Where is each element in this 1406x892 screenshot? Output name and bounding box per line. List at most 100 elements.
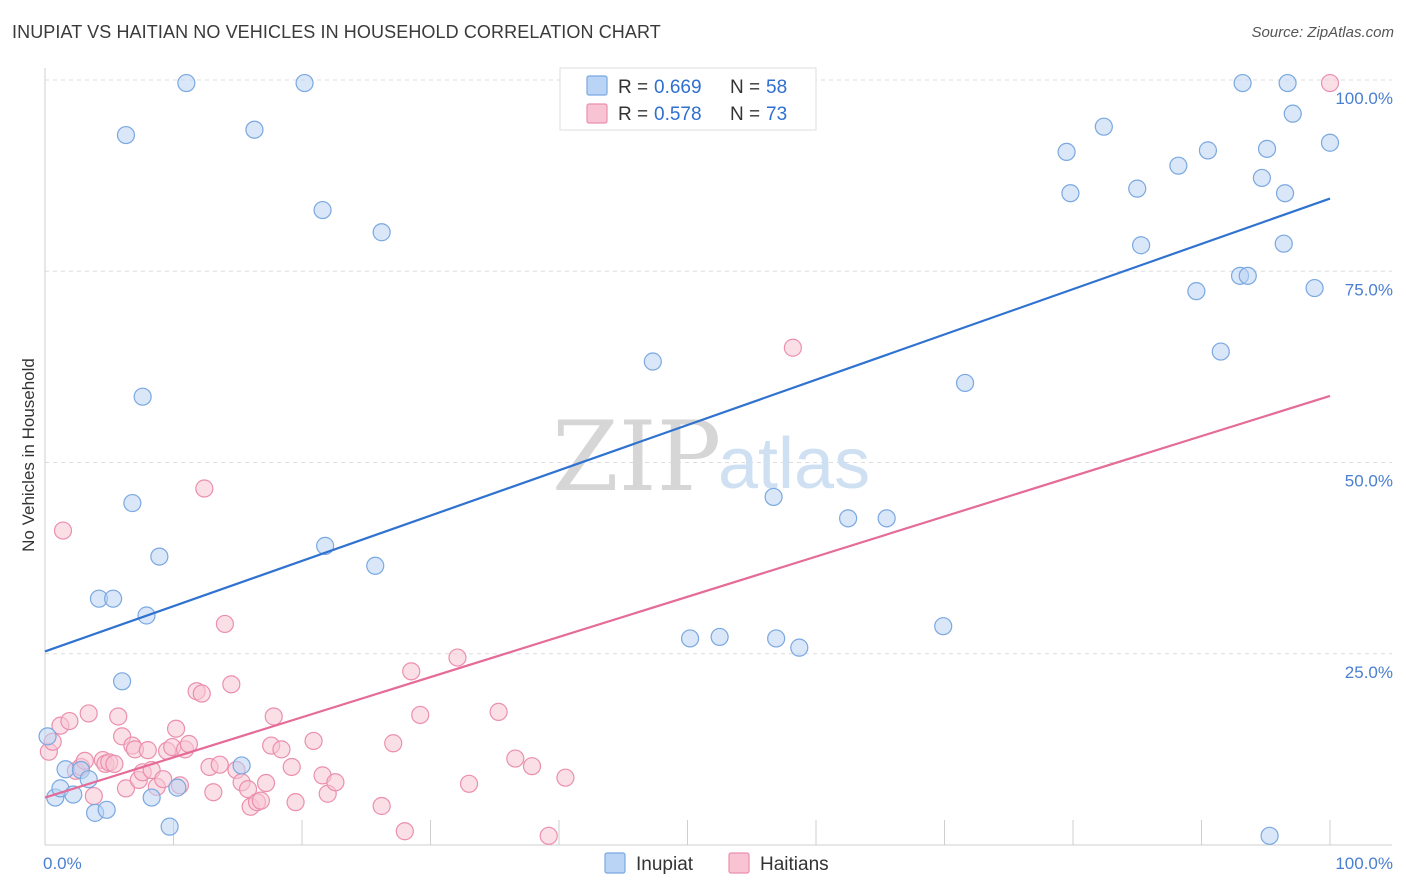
watermark-atlas: atlas <box>718 424 870 504</box>
legend-r-value-haitian: 0.578 <box>654 104 702 125</box>
y-axis-label: No Vehicles in Household <box>19 358 38 552</box>
legend-n-value-inupiat: 58 <box>766 77 787 98</box>
inupiat-point-43 <box>1169 156 1188 175</box>
inupiat-point-10 <box>104 589 123 608</box>
inupiat-point-32 <box>767 629 786 648</box>
y-tick-label-1: 50.0% <box>1345 472 1393 491</box>
haitian-point-50 <box>286 793 305 812</box>
inupiat-point-45 <box>1198 141 1218 160</box>
inupiat-point-18 <box>160 817 179 836</box>
y-tick-label-0: 25.0% <box>1345 663 1393 682</box>
haitian-point-35 <box>204 783 223 802</box>
haitian-point-68 <box>1320 73 1340 93</box>
inupiat-point-29 <box>680 629 700 648</box>
inupiat-point-14 <box>123 493 142 513</box>
inupiat-point-11 <box>112 672 132 691</box>
x-tick-labels: 0.0% 100.0% <box>43 854 1393 873</box>
inupiat-point-12 <box>116 125 136 145</box>
inupiat-point-28 <box>643 352 662 371</box>
inupiat-point-24 <box>313 200 332 220</box>
haitian-point-3 <box>53 521 73 540</box>
haitian-point-56 <box>384 734 403 753</box>
inupiat-point-55 <box>1278 73 1297 93</box>
haitian-point-13 <box>105 754 124 774</box>
haitian-point-45 <box>256 773 276 793</box>
haitian-point-8 <box>79 704 98 723</box>
inupiat-point-58 <box>1320 133 1340 152</box>
inupiat-point-33 <box>790 638 809 657</box>
haitian-point-65 <box>539 826 558 845</box>
inupiat-point-21 <box>232 756 251 775</box>
haitian-point-66 <box>556 768 575 787</box>
bottom-legend-label-haitian: Haitians <box>760 854 829 875</box>
bottom-legend-swatch-haitian <box>728 852 750 874</box>
haitian-point-57 <box>395 822 414 841</box>
haitian-point-24 <box>154 770 173 789</box>
haitian-point-41 <box>238 780 258 799</box>
legend-swatch-inupiat <box>586 75 608 96</box>
inupiat-point-9 <box>97 800 116 819</box>
inupiat-point-49 <box>1233 73 1252 93</box>
y-tick-label-2: 75.0% <box>1345 280 1393 299</box>
haitian-point-47 <box>264 707 283 726</box>
inupiat-point-51 <box>1257 139 1277 158</box>
watermark-zip: ZIP <box>552 401 721 513</box>
x-tick-label-0: 0.0% <box>43 854 82 873</box>
inupiat-point-39 <box>1061 184 1080 203</box>
inupiat-point-50 <box>1252 168 1271 188</box>
haitian-point-60 <box>448 648 467 667</box>
inupiat-trend-line <box>44 197 1331 653</box>
inupiat-point-22 <box>245 120 264 139</box>
inupiat-point-0 <box>38 727 57 746</box>
haitian-point-62 <box>489 702 508 721</box>
inupiat-point-46 <box>1211 342 1230 361</box>
y-tick-label-3: 100.0% <box>1335 89 1393 108</box>
inupiat-point-35 <box>877 509 896 528</box>
inupiat-point-57 <box>1305 278 1324 298</box>
x-tick-label-1: 100.0% <box>1335 854 1393 873</box>
inupiat-point-34 <box>839 509 858 528</box>
chart-title: INUPIAT VS HAITIAN NO VEHICLES IN HOUSEH… <box>12 22 661 42</box>
legend-n-label-inupiat: N = <box>730 77 760 98</box>
watermark: ZIP atlas <box>552 401 870 513</box>
haitian-point-38 <box>222 675 241 694</box>
legend-swatch-haitian <box>586 103 608 124</box>
legend-box: R = 0.669 N = 58 R = 0.578 N = 73 <box>559 67 817 131</box>
haitian-point-33 <box>195 479 214 498</box>
haitian-point-32 <box>192 684 211 703</box>
inupiat-point-56 <box>1283 104 1302 123</box>
bottom-legend-label-inupiat: Inupiat <box>636 854 694 875</box>
inupiat-point-52 <box>1260 826 1279 845</box>
bottom-legend: Inupiat Haitians <box>604 852 829 875</box>
inupiat-point-44 <box>1187 282 1206 301</box>
haitian-point-51 <box>304 731 323 751</box>
legend-r-label-inupiat: R = <box>618 77 648 98</box>
inupiat-point-20 <box>177 73 196 93</box>
haitian-point-36 <box>210 755 229 774</box>
haitian-point-54 <box>326 773 345 792</box>
haitian-point-64 <box>522 757 542 776</box>
haitian-point-48 <box>272 740 291 759</box>
inupiat-point-42 <box>1132 236 1151 255</box>
inupiat-point-38 <box>1057 142 1076 162</box>
source-credit: Source: ZipAtlas.com <box>1251 24 1394 41</box>
inupiat-point-41 <box>1128 179 1147 198</box>
haitian-point-59 <box>411 705 430 725</box>
legend-n-value-haitian: 73 <box>766 104 787 125</box>
inupiat-point-36 <box>934 617 953 636</box>
legend-n-label-haitian: N = <box>730 104 760 125</box>
inupiat-point-37 <box>955 373 975 393</box>
inupiat-point-40 <box>1094 117 1113 136</box>
legend-r-label-haitian: R = <box>618 104 648 125</box>
inupiat-point-48 <box>1238 266 1257 285</box>
inupiat-point-16 <box>142 788 161 807</box>
inupiat-point-23 <box>295 73 314 93</box>
haitian-point-21 <box>138 741 157 760</box>
grid-lines <box>45 79 1392 655</box>
inupiat-point-26 <box>366 556 385 575</box>
haitian-point-14 <box>109 707 128 726</box>
haitian-point-4 <box>60 711 79 731</box>
bottom-legend-swatch-inupiat <box>604 852 626 874</box>
inupiat-point-3 <box>56 760 75 779</box>
